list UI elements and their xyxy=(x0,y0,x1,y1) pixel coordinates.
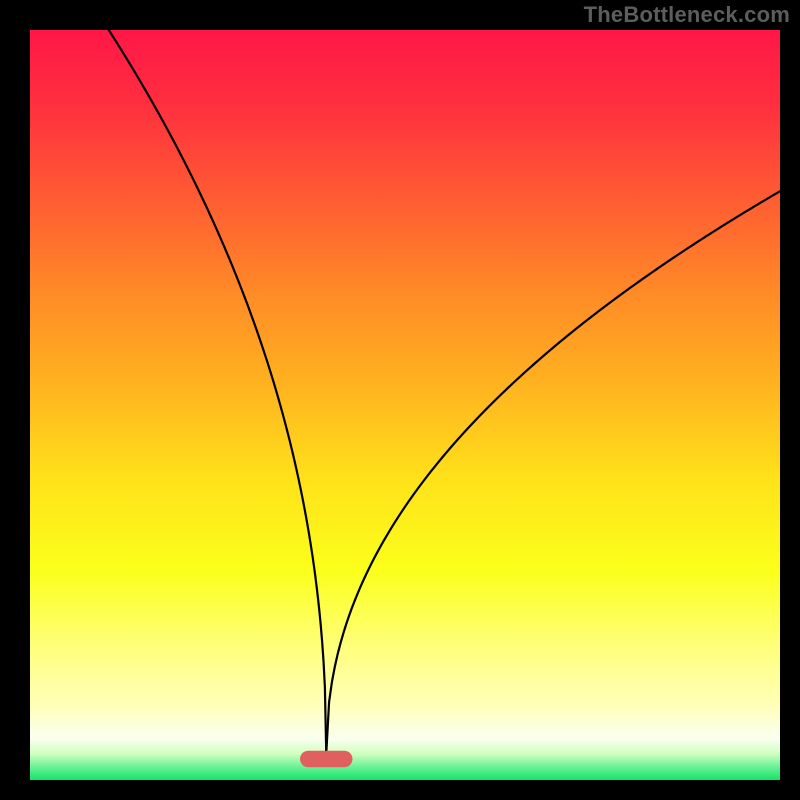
plot-background xyxy=(30,30,780,780)
plot-svg xyxy=(30,30,780,780)
watermark-text: TheBottleneck.com xyxy=(584,2,790,28)
cusp-marker xyxy=(300,751,353,768)
chart-frame: TheBottleneck.com xyxy=(0,0,800,800)
plot-area xyxy=(30,30,780,780)
